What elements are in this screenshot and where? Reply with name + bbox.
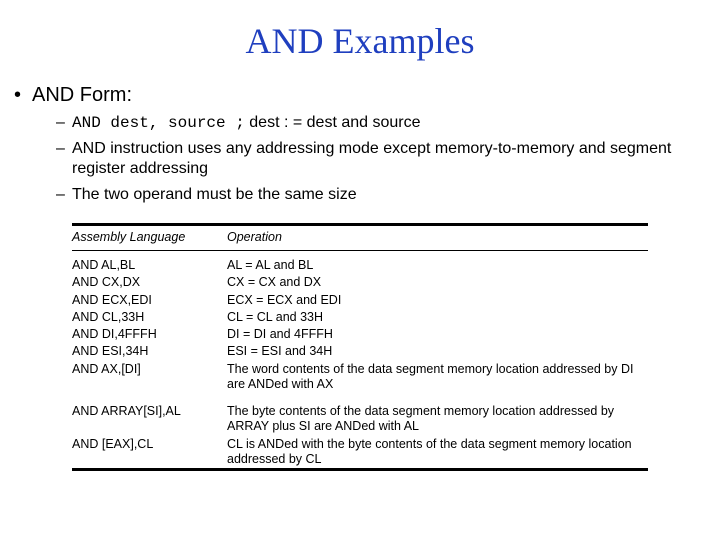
cell-asm: AND [EAX],CL: [72, 437, 227, 451]
instruction-table: Assembly Language Operation AND AL,BLAL …: [72, 223, 648, 471]
cell-asm: AND DI,4FFFH: [72, 327, 227, 341]
bullet-same-size: The two operand must be the same size: [0, 185, 720, 205]
cell-asm: AND CX,DX: [72, 275, 227, 289]
table-rule-bottom: [72, 468, 648, 471]
cell-asm: AND AX,[DI]: [72, 362, 227, 376]
table-header-row: Assembly Language Operation: [72, 226, 648, 250]
cell-asm: AND ESI,34H: [72, 344, 227, 358]
cell-asm: AND AL,BL: [72, 258, 227, 272]
slide: AND Examples AND Form: AND dest, source …: [0, 0, 720, 540]
cell-asm: AND ARRAY[SI],AL: [72, 404, 227, 418]
cell-op: ECX = ECX and EDI: [227, 293, 648, 308]
table-row: AND ECX,EDIECX = ECX and EDI: [72, 292, 648, 309]
text-span: dest : = dest and source: [245, 114, 421, 131]
table-row: AND CL,33HCL = CL and 33H: [72, 309, 648, 326]
table-row: AND ESI,34HESI = ESI and 34H: [72, 343, 648, 360]
cell-op: ESI = ESI and 34H: [227, 344, 648, 359]
bullet-syntax: AND dest, source ; dest : = dest and sou…: [0, 113, 720, 133]
cell-op: CL = CL and 33H: [227, 310, 648, 325]
cell-op: CX = CX and DX: [227, 275, 648, 290]
cell-op: The word contents of the data segment me…: [227, 362, 648, 393]
code-span: AND dest, source ;: [72, 114, 245, 132]
table-header-op: Operation: [227, 230, 648, 244]
cell-op: DI = DI and 4FFFH: [227, 327, 648, 342]
table-row: AND AX,[DI]The word contents of the data…: [72, 361, 648, 394]
table-body: AND AL,BLAL = AL and BLAND CX,DXCX = CX …: [72, 251, 648, 468]
table-row: AND [EAX],CLCL is ANDed with the byte co…: [72, 436, 648, 469]
table-row: AND CX,DXCX = CX and DX: [72, 274, 648, 291]
slide-title: AND Examples: [0, 0, 720, 70]
table-row: AND ARRAY[SI],ALThe byte contents of the…: [72, 403, 648, 436]
cell-op: The byte contents of the data segment me…: [227, 404, 648, 435]
table-row: AND AL,BLAL = AL and BL: [72, 257, 648, 274]
cell-op: CL is ANDed with the byte contents of th…: [227, 437, 648, 468]
cell-op: AL = AL and BL: [227, 258, 648, 273]
bullet-and-form: AND Form:: [0, 84, 720, 107]
table-row: AND DI,4FFFHDI = DI and 4FFFH: [72, 326, 648, 343]
bullet-addressing-modes: AND instruction uses any addressing mode…: [0, 139, 720, 179]
cell-asm: AND CL,33H: [72, 310, 227, 324]
cell-asm: AND ECX,EDI: [72, 293, 227, 307]
table-header-asm: Assembly Language: [72, 230, 227, 244]
